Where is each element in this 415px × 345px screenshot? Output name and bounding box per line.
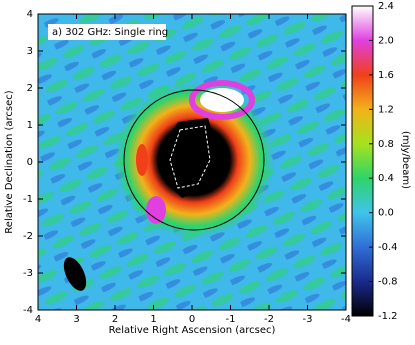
x-tick-label: -3: [303, 314, 313, 325]
annotation: a) 302 GHz: Single ring: [52, 27, 168, 38]
colorbar-tick-label: 1.6: [378, 70, 394, 81]
colorbar-tick-label: -0.4: [378, 242, 398, 253]
x-tick-label: -4: [341, 314, 351, 325]
colorbar-tick-label: 0.0: [378, 208, 394, 219]
x-tick-label: -2: [264, 314, 274, 325]
y-tick-label: -2: [23, 231, 33, 242]
y-tick-label: 0: [27, 157, 33, 168]
y-tick-label: 3: [27, 46, 33, 57]
y-tick-label: 4: [27, 9, 33, 20]
x-tick-label: 1: [150, 314, 156, 325]
y-tick-label: -4: [23, 305, 33, 316]
y-tick-label: 2: [27, 83, 33, 94]
x-tick-label: 3: [73, 314, 79, 325]
colorbar-tick-label: 2.0: [378, 35, 394, 46]
colorbar-tick-label: 0.4: [378, 173, 394, 184]
y-tick-label: -1: [23, 194, 33, 205]
colorbar-tick-label: 0.8: [378, 139, 394, 150]
colorbar-label: (mJy/beam): [400, 131, 411, 189]
y-tick-label: 1: [27, 120, 33, 131]
colorbar-tick-label: -1.2: [378, 311, 398, 322]
x-tick-label: 0: [189, 314, 195, 325]
x-tick-label: 2: [112, 314, 118, 325]
x-tick-label: 4: [35, 314, 41, 325]
colorbar: [351, 5, 374, 317]
x-axis-label: Relative Right Ascension (arcsec): [109, 325, 276, 336]
x-tick-label: -1: [226, 314, 236, 325]
y-tick-label: -3: [23, 268, 33, 279]
colorbar-tick-label: -0.8: [378, 277, 398, 288]
annotation-box: [48, 24, 166, 40]
colorbar-tick-label: 2.4: [378, 1, 394, 12]
map: [38, 14, 346, 310]
colorbar-tick-label: 1.2: [378, 104, 394, 115]
y-axis-label: Relative Declination (arcsec): [4, 90, 15, 233]
